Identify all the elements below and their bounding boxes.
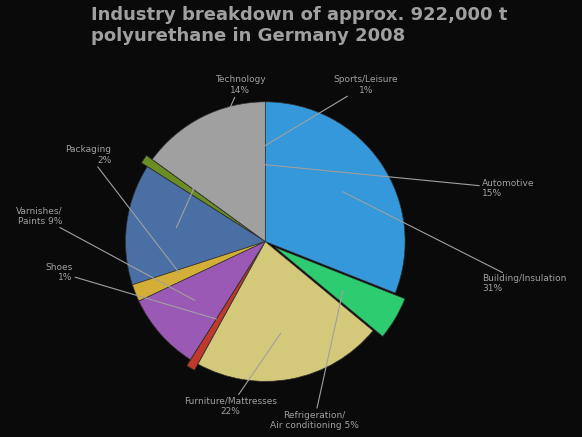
Wedge shape — [187, 248, 262, 370]
Text: Packaging
2%: Packaging 2% — [66, 145, 179, 273]
Wedge shape — [265, 102, 405, 293]
Wedge shape — [133, 242, 265, 301]
Text: Building/Insulation
31%: Building/Insulation 31% — [343, 192, 566, 293]
Text: Shoes
1%: Shoes 1% — [45, 263, 217, 319]
Text: Technology
14%: Technology 14% — [176, 75, 265, 228]
Title: Industry breakdown of approx. 922,000 t
polyurethane in Germany 2008: Industry breakdown of approx. 922,000 t … — [91, 6, 507, 45]
Wedge shape — [139, 242, 265, 360]
Text: Varnishes/
Paints 9%: Varnishes/ Paints 9% — [16, 207, 195, 300]
Wedge shape — [152, 102, 265, 242]
Text: Sports/Leisure
1%: Sports/Leisure 1% — [193, 75, 398, 189]
Wedge shape — [198, 242, 373, 382]
Wedge shape — [275, 247, 405, 336]
Text: Refrigeration/
Air conditioning 5%: Refrigeration/ Air conditioning 5% — [270, 291, 359, 430]
Text: Furniture/Mattresses
22%: Furniture/Mattresses 22% — [184, 333, 281, 416]
Wedge shape — [126, 167, 265, 285]
Wedge shape — [141, 156, 260, 238]
Text: Automotive
15%: Automotive 15% — [227, 161, 534, 198]
